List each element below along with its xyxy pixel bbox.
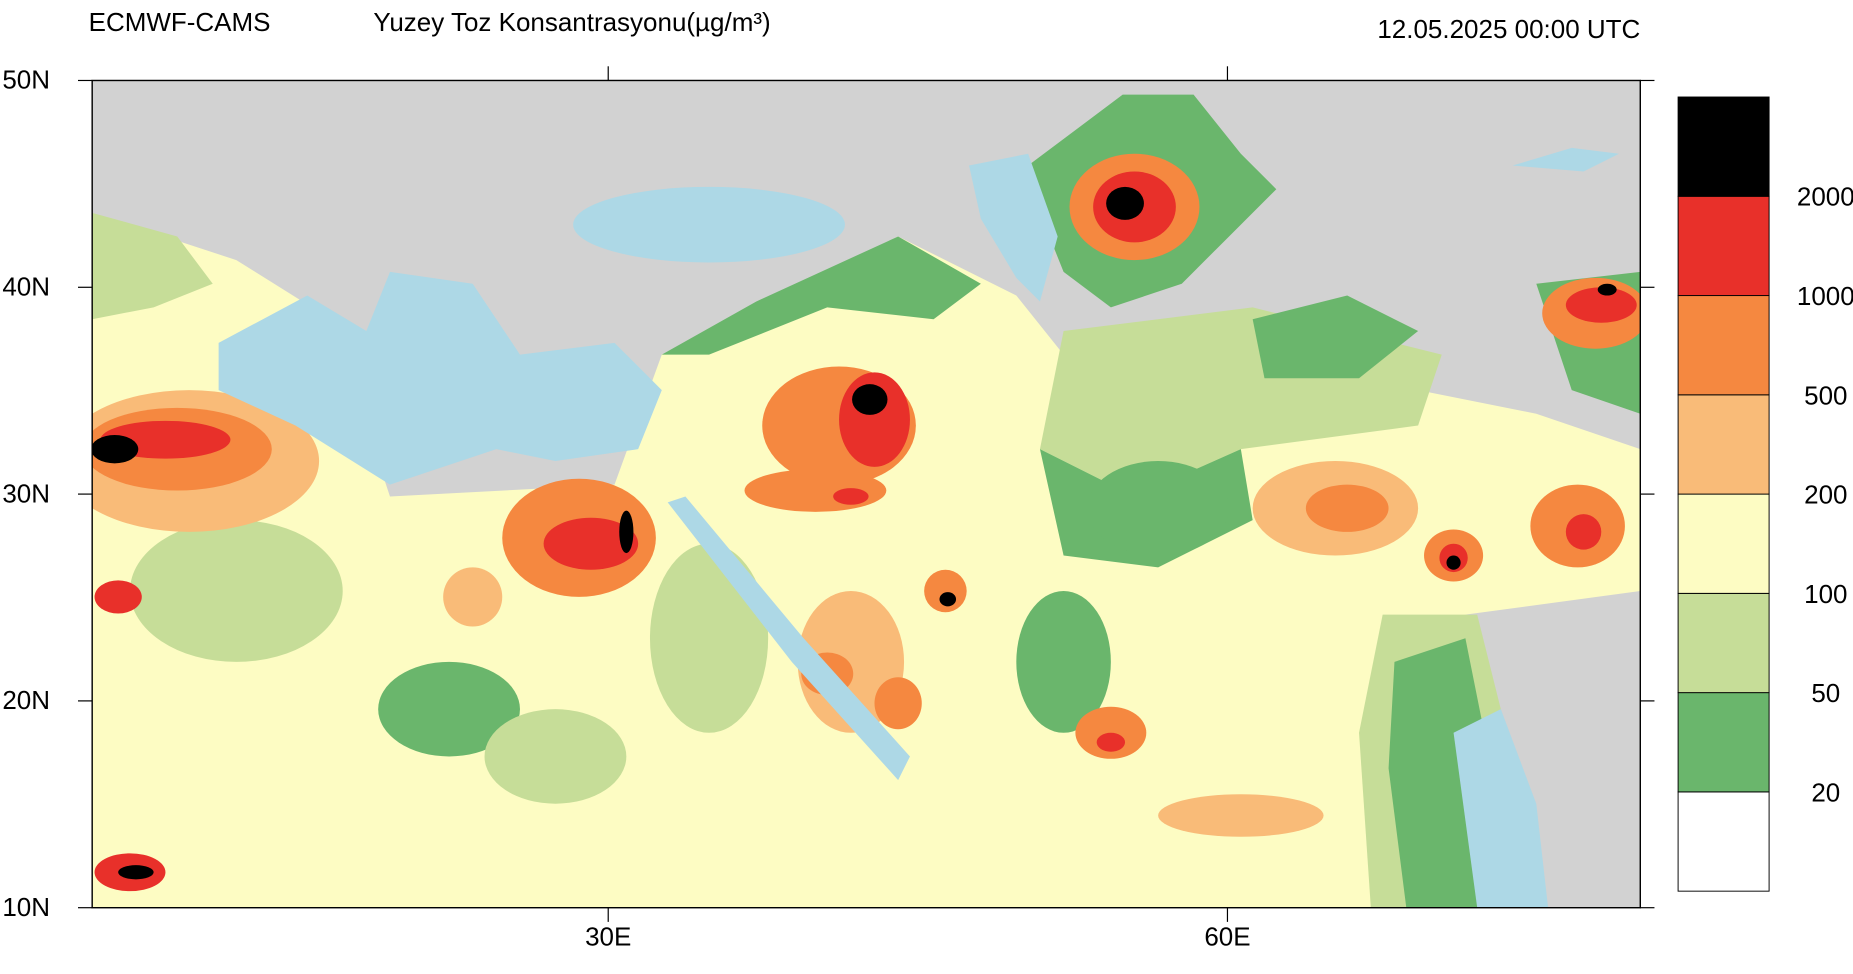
- colorbar-label: 100: [1804, 579, 1847, 609]
- colorbar-label: 200: [1804, 480, 1847, 510]
- lat-label: 20N: [2, 685, 50, 715]
- colorbar-box: [1677, 96, 1770, 197]
- colorbar-box: [1677, 394, 1770, 495]
- colorbar-label: 2000: [1797, 182, 1853, 212]
- valid-time: 12.05.2025 00:00 UTC: [1377, 14, 1640, 44]
- colorbar-box: [1677, 295, 1770, 396]
- axes: 50N 40N 30N 20N 10N 30E 60E: [2, 65, 1655, 952]
- colorbar-box: [1677, 791, 1770, 892]
- lat-label: 30N: [2, 478, 50, 508]
- colorbar-label: 20: [1811, 777, 1840, 807]
- colorbar-box: [1677, 493, 1770, 594]
- lat-label: 10N: [2, 892, 50, 922]
- lon-label: 30E: [585, 922, 631, 952]
- colorbar-label: 500: [1804, 380, 1847, 410]
- lat-label: 40N: [2, 272, 50, 302]
- colorbar: 20 50 100 200 500 1000 2000: [1677, 96, 1853, 892]
- colorbar-box: [1677, 692, 1770, 793]
- lon-label: 60E: [1204, 922, 1250, 952]
- lat-label: 50N: [2, 65, 50, 95]
- colorbar-box: [1677, 592, 1770, 694]
- colorbar-label: 1000: [1797, 281, 1853, 311]
- dust-field: [92, 80, 1641, 908]
- colorbar-box: [1677, 195, 1770, 297]
- source-label: ECMWF-CAMS: [89, 7, 271, 37]
- map-title: Yuzey Toz Konsantrasyonu(µg/m³): [373, 7, 770, 37]
- colorbar-label: 50: [1811, 678, 1840, 708]
